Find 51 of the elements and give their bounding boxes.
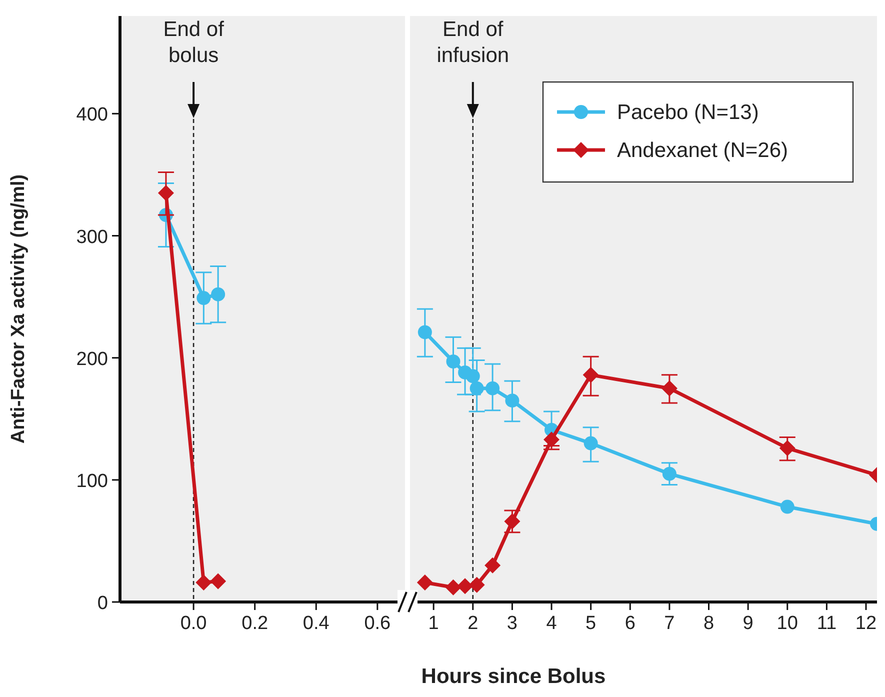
point — [486, 381, 500, 396]
point — [779, 440, 796, 456]
x-tick-label: 0.4 — [302, 613, 330, 634]
point — [466, 369, 480, 384]
ref-line-label: End of infusion — [436, 18, 510, 67]
point — [544, 432, 560, 448]
x-tick-label: 4 — [546, 613, 558, 634]
x-tick-label: 7 — [664, 613, 675, 634]
point — [584, 436, 598, 450]
point — [780, 500, 794, 514]
x-tick-label: 8 — [703, 613, 714, 634]
x-tick-label: 2 — [468, 613, 478, 634]
x-tick-label: 0.6 — [364, 613, 391, 634]
point — [470, 381, 484, 396]
x-tick-label: 5 — [586, 613, 596, 634]
point — [505, 394, 520, 408]
point — [468, 576, 485, 593]
y-tick-label: 100 — [76, 470, 108, 492]
point — [210, 573, 226, 590]
point — [504, 513, 520, 530]
x-tick-label: 0.2 — [242, 613, 268, 634]
legend-label: Andexanet (N=26) — [617, 139, 788, 162]
point — [445, 579, 462, 596]
x-tick-label: 6 — [624, 613, 636, 634]
x-tick-label: 9 — [742, 613, 754, 634]
point — [457, 578, 474, 594]
x-tick-label: 1 — [428, 613, 439, 634]
point — [446, 354, 460, 368]
x-tick-label: 11 — [816, 613, 837, 634]
legend-label: Pacebo (N=13) — [617, 101, 759, 124]
y-tick-label: 400 — [76, 104, 108, 126]
point — [196, 574, 212, 590]
y-tick-label: 300 — [76, 226, 108, 248]
point — [416, 574, 433, 590]
point — [196, 291, 211, 306]
point — [418, 325, 432, 340]
ref-line-label: End of bolus — [163, 18, 224, 67]
y-axis-title: Anti-Factor Xa activity (ng/ml) — [8, 174, 29, 444]
point — [582, 366, 599, 383]
x-tick-label: 10 — [776, 613, 798, 634]
y-tick-label: 200 — [76, 348, 108, 370]
point — [662, 466, 676, 481]
x-tick-label: 0.0 — [180, 613, 207, 634]
x-tick-label: 3 — [506, 613, 518, 634]
x-axis-title: Hours since Bolus — [421, 665, 606, 688]
point — [484, 557, 501, 574]
point — [158, 185, 174, 202]
point — [661, 380, 678, 396]
point — [211, 287, 226, 302]
x-tick-label: 12 — [855, 613, 877, 634]
y-tick-label: 0 — [97, 593, 108, 614]
